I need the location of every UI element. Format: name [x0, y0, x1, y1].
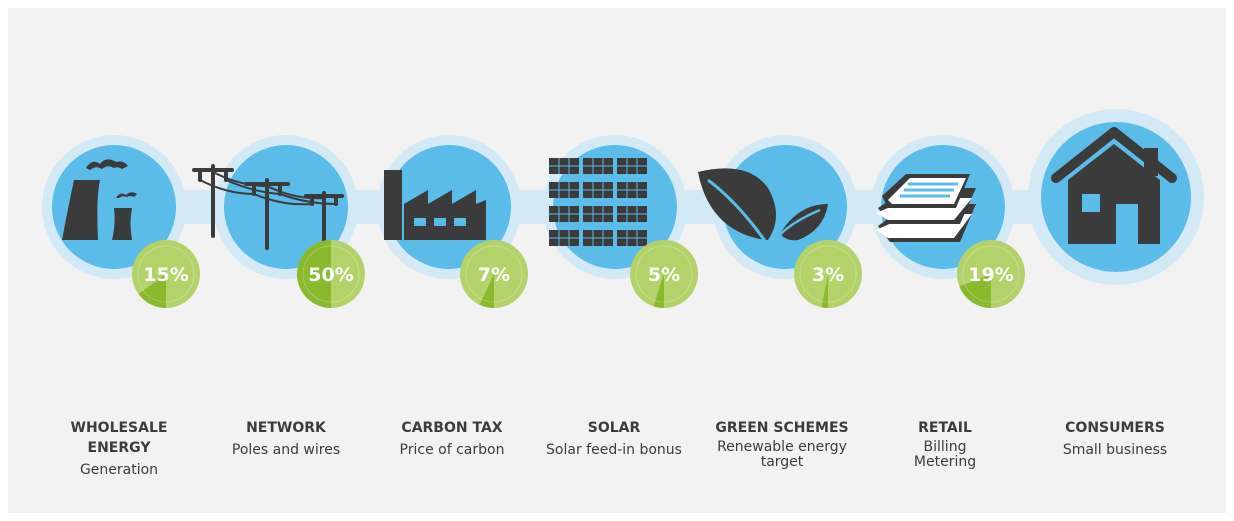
stage-title: RETAIL: [918, 420, 972, 436]
badge-wedge: [297, 240, 331, 308]
label-retail: RETAIL Billing Metering: [865, 418, 1025, 470]
stage-subtitle: Billing Metering: [913, 439, 977, 470]
percent-badge-carbon: 7%: [460, 240, 528, 308]
stage-subtitle: Renewable energy target: [717, 439, 847, 470]
leaves-icon: [698, 168, 828, 249]
badge-ring: [465, 245, 523, 303]
stage-title: SOLAR: [587, 420, 641, 436]
label-consumers: CONSUMERS Small business: [1035, 418, 1195, 460]
diagram-canvas: 15% 50% 7% 5% 3% 19%: [42, 109, 1204, 308]
stage-title: GREEN SCHEMES: [715, 420, 849, 436]
solar-panels-icon: [549, 158, 647, 246]
percent-badge-network: 50%: [297, 240, 365, 308]
power-poles-icon: [192, 164, 344, 250]
stage-subtitle: Poles and wires: [231, 442, 341, 458]
stage-title: CARBON TAX: [401, 420, 503, 436]
percent-label: 50%: [308, 264, 353, 286]
badge-wedge: [653, 274, 664, 308]
badge-wedge: [138, 274, 166, 308]
percent-label: 19%: [968, 264, 1013, 286]
percent-label: 7%: [478, 264, 510, 286]
stage-title: WHOLESALE ENERGY: [70, 420, 168, 456]
label-carbon: CARBON TAX Price of carbon: [372, 418, 532, 460]
badge-wedge: [959, 274, 991, 308]
percent-badge-retail: 19%: [957, 240, 1025, 308]
label-green: GREEN SCHEMES Renewable energy target: [702, 418, 862, 470]
percent-badge-green: 3%: [794, 240, 862, 308]
stage-subtitle: Solar feed-in bonus: [546, 442, 682, 458]
percent-label: 15%: [143, 264, 188, 286]
percent-badges: 15% 50% 7% 5% 3% 19%: [132, 240, 1025, 308]
label-network: NETWORK Poles and wires: [206, 418, 366, 460]
documents-icon: [876, 174, 976, 242]
badge-ring: [137, 245, 195, 303]
percent-badge-wholesale: 15%: [132, 240, 200, 308]
stage-title: CONSUMERS: [1065, 420, 1165, 436]
badge-ring: [799, 245, 857, 303]
percent-label: 3%: [812, 264, 844, 286]
percent-label: 5%: [648, 264, 680, 286]
stage-subtitle: Price of carbon: [399, 442, 505, 458]
stage-subtitle: Small business: [1062, 442, 1168, 458]
badge-ring: [962, 245, 1020, 303]
badge-wedge: [479, 274, 494, 308]
badge-ring: [635, 245, 693, 303]
house-icon: [1051, 127, 1177, 244]
percent-badge-solar: 5%: [630, 240, 698, 308]
energy-cost-diagram: 15% 50% 7% 5% 3% 19% WHOLESALE ENERGY Generat…: [8, 8, 1226, 513]
label-wholesale: WHOLESALE ENERGY Generation: [39, 418, 199, 480]
badge-ring: [302, 245, 360, 303]
label-solar: SOLAR Solar feed-in bonus: [534, 418, 694, 460]
stage-subtitle: Generation: [79, 462, 159, 478]
badge-wedge: [821, 274, 828, 308]
stage-title: NETWORK: [246, 420, 326, 436]
factory-icon: [384, 170, 486, 240]
power-plant-icon: [62, 159, 137, 240]
